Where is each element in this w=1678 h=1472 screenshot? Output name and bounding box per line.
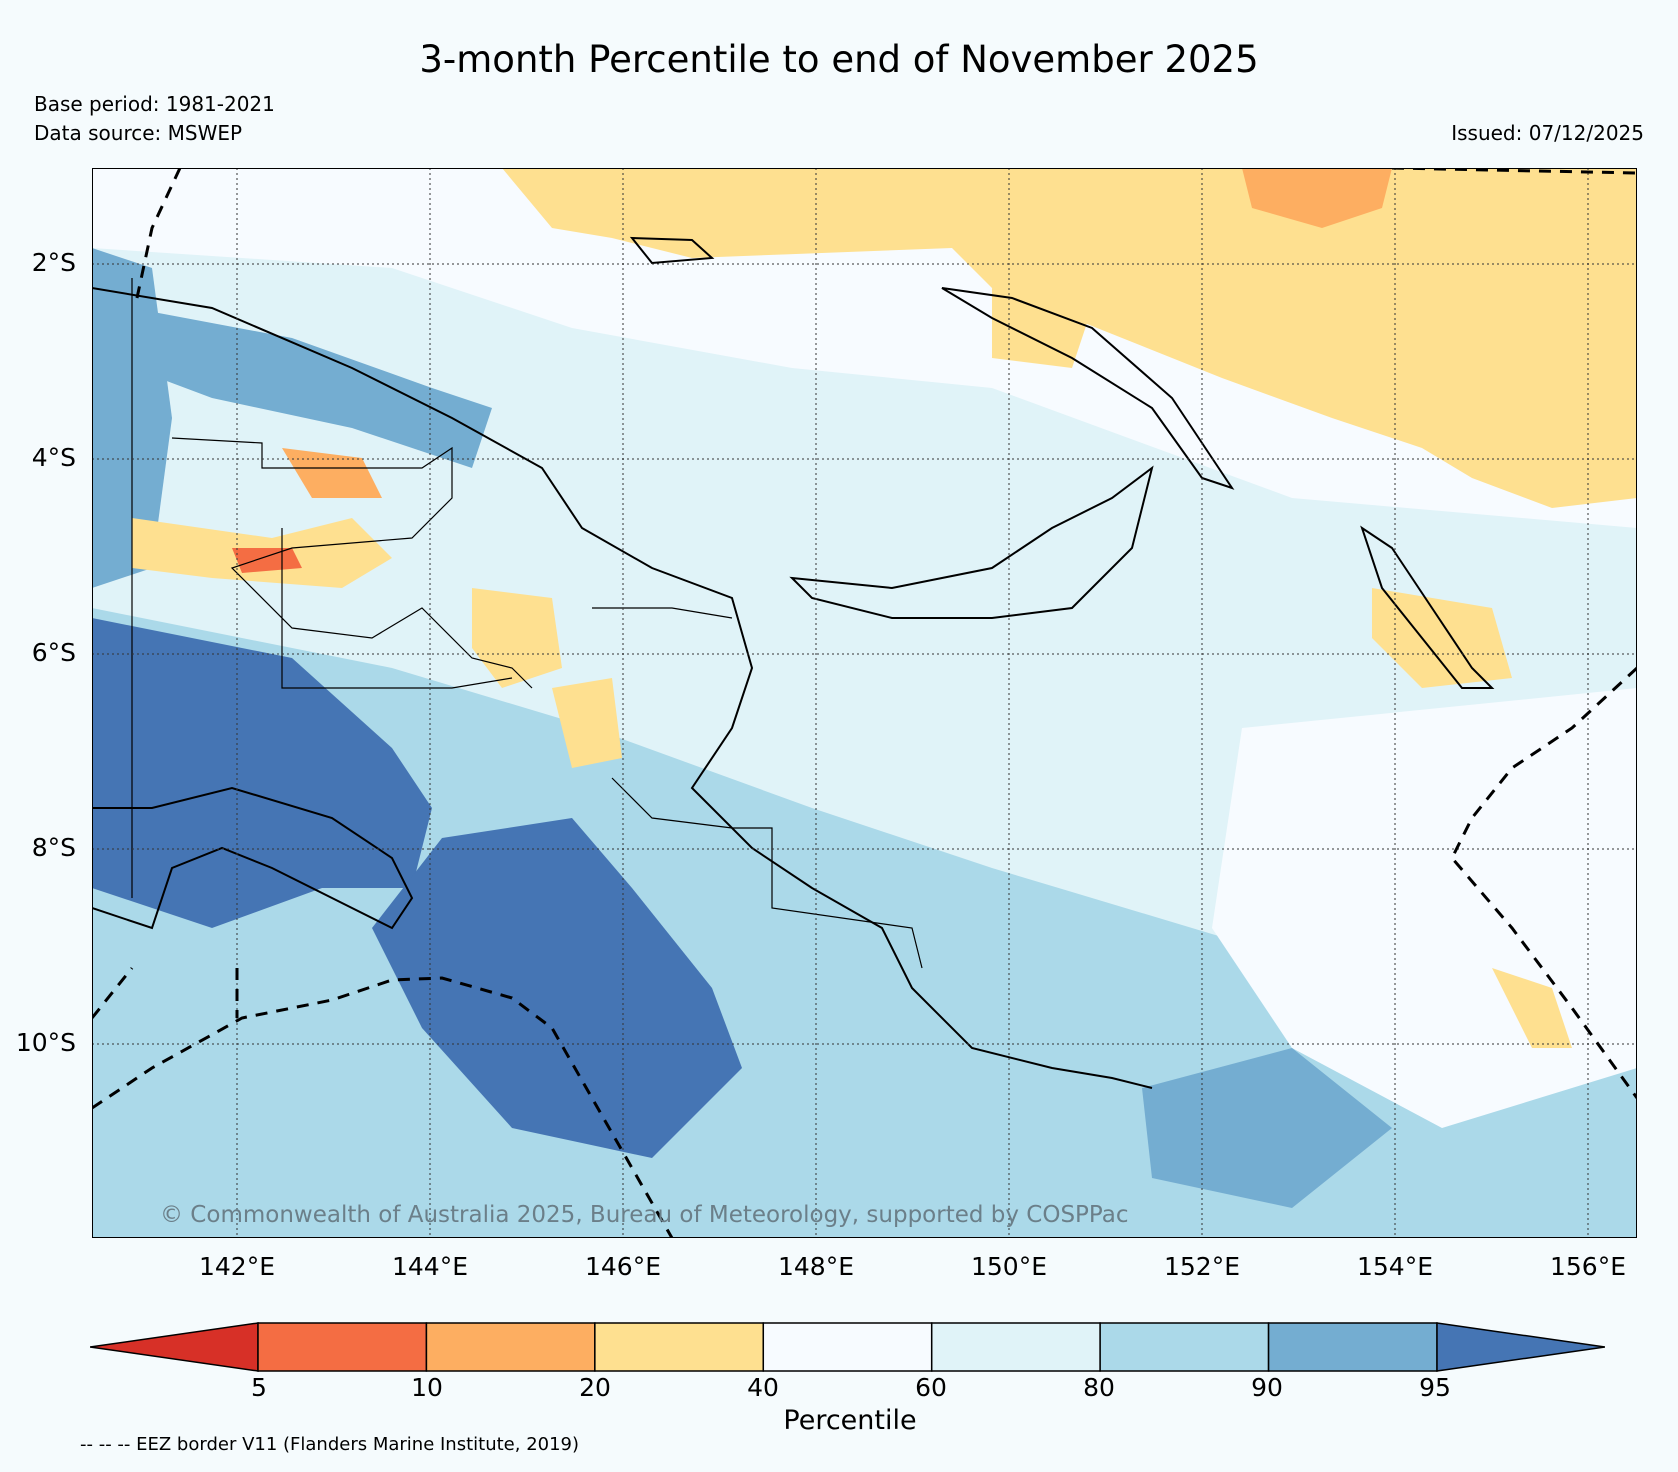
lat-label-4s: 4°S	[31, 443, 76, 472]
colorbar-label: Percentile	[783, 1405, 917, 1436]
colorbar-segment	[762, 1322, 933, 1372]
lon-label-148e: 148°E	[777, 1252, 854, 1281]
colorbar-tick: 10	[411, 1373, 443, 1402]
dry-bougainville	[1492, 968, 1572, 1048]
colorbar-extend-high	[1436, 1322, 1605, 1372]
dry-highlands-5	[552, 678, 622, 768]
lat-label-6s: 6°S	[31, 638, 76, 667]
wet-southeast	[1142, 1048, 1392, 1208]
colorbar-extend-low	[90, 1322, 259, 1372]
data-source-note: Data source: MSWEP	[34, 121, 243, 145]
colorbar-tick: 40	[747, 1373, 779, 1402]
colorbar-tick: 5	[251, 1373, 267, 1402]
graticule	[92, 168, 1637, 1238]
dry-highlands-4	[472, 588, 562, 688]
province-borders	[131, 278, 923, 969]
colorbar-tick: 20	[579, 1373, 611, 1402]
manus-coastline	[629, 236, 715, 265]
dry-highlands-2	[232, 548, 302, 573]
new-ireland-coastline	[941, 287, 1235, 490]
percentile-map	[92, 168, 1637, 1238]
lon-label-152e: 152°E	[1163, 1252, 1240, 1281]
colorbar-segment	[1099, 1322, 1270, 1372]
colorbar-tick: 95	[1419, 1373, 1451, 1402]
colorbar-segment	[1267, 1322, 1438, 1372]
colorbar-tick: 80	[1083, 1373, 1115, 1402]
lat-label-10s: 10°S	[15, 1028, 76, 1057]
colorbar-tick: 90	[1251, 1373, 1283, 1402]
copyright-watermark: © Commonwealth of Australia 2025, Bureau…	[160, 1202, 1129, 1228]
very-wet-south	[372, 818, 742, 1158]
new-britain-coastline	[789, 465, 1154, 619]
colorbar-segment	[930, 1322, 1101, 1372]
colorbar	[90, 1322, 1605, 1372]
wet-northwest-band	[132, 308, 492, 468]
very-wet-west	[92, 618, 432, 928]
colorbar-tick: 60	[915, 1373, 947, 1402]
issued-date: Issued: 07/12/2025	[1451, 121, 1644, 145]
dry-new-britain	[992, 288, 1092, 368]
lon-label-144e: 144°E	[391, 1252, 468, 1281]
base-period-note: Base period: 1981-2021	[34, 92, 275, 116]
dry-highlands-3	[282, 448, 382, 498]
lon-label-150e: 150°E	[970, 1252, 1047, 1281]
new-guinea-coastline	[92, 287, 1153, 1089]
colorbar-segment	[594, 1322, 765, 1372]
dry-region-north-orange	[1242, 168, 1392, 228]
lon-label-156e: 156°E	[1549, 1252, 1626, 1281]
colorbar-segment	[257, 1322, 428, 1372]
map-frame	[92, 168, 1637, 1238]
dry-region-north	[502, 168, 1637, 508]
lon-label-154e: 154°E	[1356, 1252, 1433, 1281]
colorbar-segment	[425, 1322, 596, 1372]
lat-label-8s: 8°S	[31, 833, 76, 862]
eez-borders	[92, 168, 1637, 1238]
lon-label-142e: 142°E	[198, 1252, 275, 1281]
map-title: 3-month Percentile to end of November 20…	[419, 38, 1259, 81]
lat-label-2s: 2°S	[31, 248, 76, 277]
lon-label-146e: 146°E	[584, 1252, 661, 1281]
dry-east-islands	[1372, 588, 1512, 688]
eez-footnote: -- -- -- EEZ border V11 (Flanders Marine…	[80, 1434, 580, 1455]
